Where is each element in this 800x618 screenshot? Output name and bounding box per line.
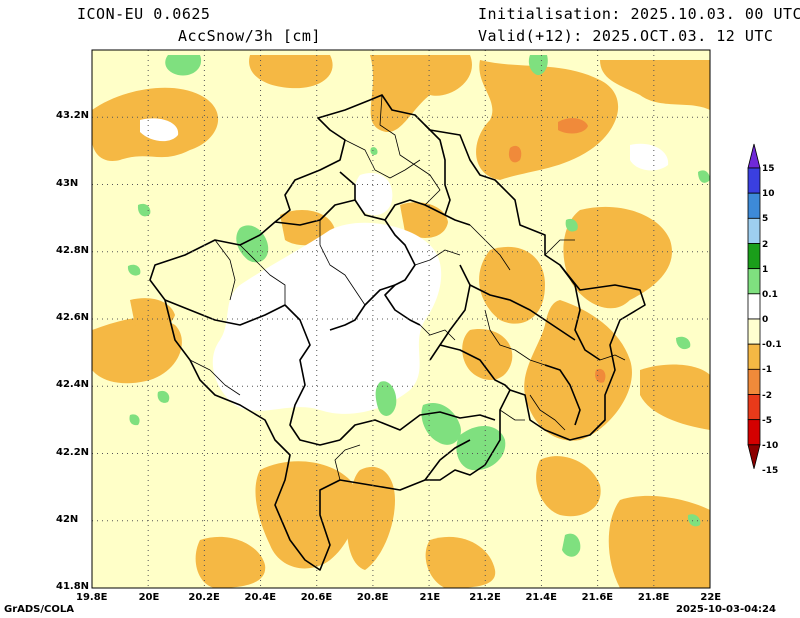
legend-label: 1 xyxy=(762,264,769,275)
footer-timestamp: 2025-10-03-04:24 xyxy=(676,604,776,615)
footer-source: GrADS/COLA xyxy=(4,604,74,615)
legend-swatch xyxy=(747,217,761,244)
region-borders xyxy=(149,94,646,571)
variable-title: AccSnow/3h [cm] xyxy=(178,27,321,45)
legend-swatch xyxy=(747,167,761,194)
y-tick-label: 42.4N xyxy=(56,379,90,391)
dark-orange-spots xyxy=(508,118,606,383)
legend-swatch xyxy=(747,192,761,219)
y-tick-label: 42.8N xyxy=(56,244,90,256)
legend-label: -1 xyxy=(762,365,772,376)
legend-swatch xyxy=(747,243,761,270)
x-tick-label: 21E xyxy=(419,592,441,603)
x-tick-label: 20.8E xyxy=(356,592,389,603)
legend-label: -5 xyxy=(762,415,772,426)
x-tick-label: 22E xyxy=(700,592,722,603)
legend-swatch xyxy=(747,318,761,345)
legend-label: 0.1 xyxy=(762,289,778,300)
color-legend xyxy=(747,143,761,469)
gridlines xyxy=(92,50,710,588)
legend-swatch xyxy=(747,368,761,395)
x-tick-label: 20.4E xyxy=(244,592,277,603)
x-tick-label: 21.8E xyxy=(637,592,670,603)
valid-time: Valid(+12): 2025.OCT.03. 12 UTC xyxy=(478,27,774,45)
municipal-borders xyxy=(189,94,626,481)
legend-label: -10 xyxy=(762,440,779,451)
x-tick-label: 20.6E xyxy=(300,592,333,603)
y-tick-label: 42.2N xyxy=(56,446,90,458)
legend-top-arrow xyxy=(747,143,761,169)
legend-label: 2 xyxy=(762,239,769,250)
legend-label: -15 xyxy=(762,466,779,476)
legend-label: 15 xyxy=(762,164,775,174)
legend-swatch xyxy=(747,343,761,370)
legend-swatch xyxy=(747,268,761,295)
plot-frame xyxy=(91,49,711,589)
legend-label: 0 xyxy=(762,315,769,325)
y-tick-label: 43N xyxy=(56,177,79,189)
legend-swatch xyxy=(747,419,761,446)
legend-label: 5 xyxy=(762,214,769,225)
legend-swatch xyxy=(747,394,761,421)
y-tick-label: 42N xyxy=(56,513,79,525)
x-tick-label: 19.8E xyxy=(76,592,108,603)
y-tick-label: 41.8N xyxy=(56,581,90,592)
x-tick-label: 21.6E xyxy=(581,592,614,603)
legend-swatch xyxy=(747,293,761,320)
init-time: Initialisation: 2025.10.03. 00 UTC xyxy=(478,5,800,23)
y-tick-label: 42.6N xyxy=(56,312,90,323)
green-positive-areas xyxy=(127,55,710,557)
x-tick-label: 20.2E xyxy=(188,592,220,603)
legend-label: -2 xyxy=(762,390,772,401)
legend-bottom-arrow xyxy=(747,444,761,469)
x-tick-label: 21.2E xyxy=(469,592,501,603)
legend-label: -0.1 xyxy=(762,340,782,351)
x-tick-label: 21.4E xyxy=(525,592,557,603)
white-zero-areas xyxy=(140,118,669,414)
model-title: ICON-EU 0.0625 xyxy=(77,5,211,23)
legend-label: 10 xyxy=(762,189,775,200)
y-tick-label: 43.2N xyxy=(56,110,90,122)
x-tick-label: 20E xyxy=(138,592,160,603)
